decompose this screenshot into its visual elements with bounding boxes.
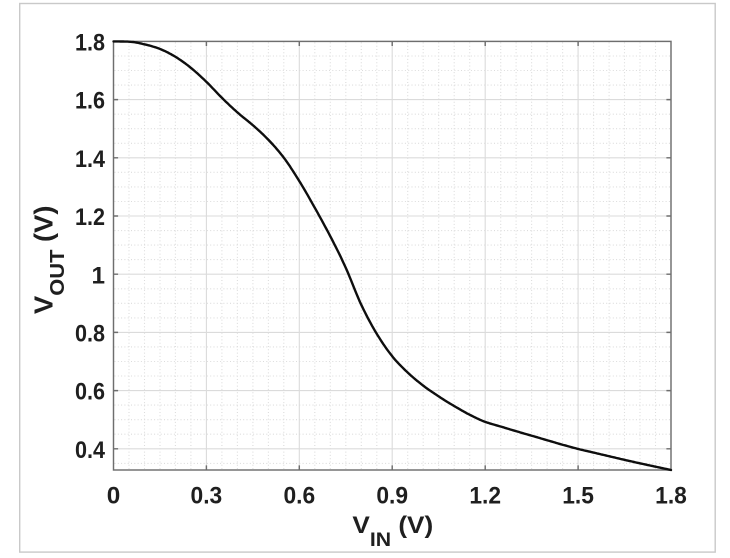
svg-text:0.9: 0.9	[376, 483, 408, 510]
svg-text:1.4: 1.4	[75, 146, 105, 173]
svg-text:1.8: 1.8	[75, 30, 105, 57]
svg-text:1.5: 1.5	[562, 483, 594, 510]
svg-text:1.8: 1.8	[655, 483, 687, 510]
svg-text:VOUT (V): VOUT (V)	[29, 206, 69, 314]
svg-text:1: 1	[91, 262, 105, 289]
svg-text:0.6: 0.6	[75, 379, 105, 406]
svg-text:1.2: 1.2	[75, 204, 105, 231]
svg-text:0.8: 0.8	[75, 321, 105, 348]
svg-text:0.4: 0.4	[75, 437, 105, 464]
svg-text:0.6: 0.6	[283, 483, 315, 510]
svg-text:0: 0	[107, 483, 121, 510]
svg-text:1.2: 1.2	[469, 483, 501, 510]
svg-text:1.6: 1.6	[75, 88, 105, 115]
svg-text:0.3: 0.3	[191, 483, 223, 510]
